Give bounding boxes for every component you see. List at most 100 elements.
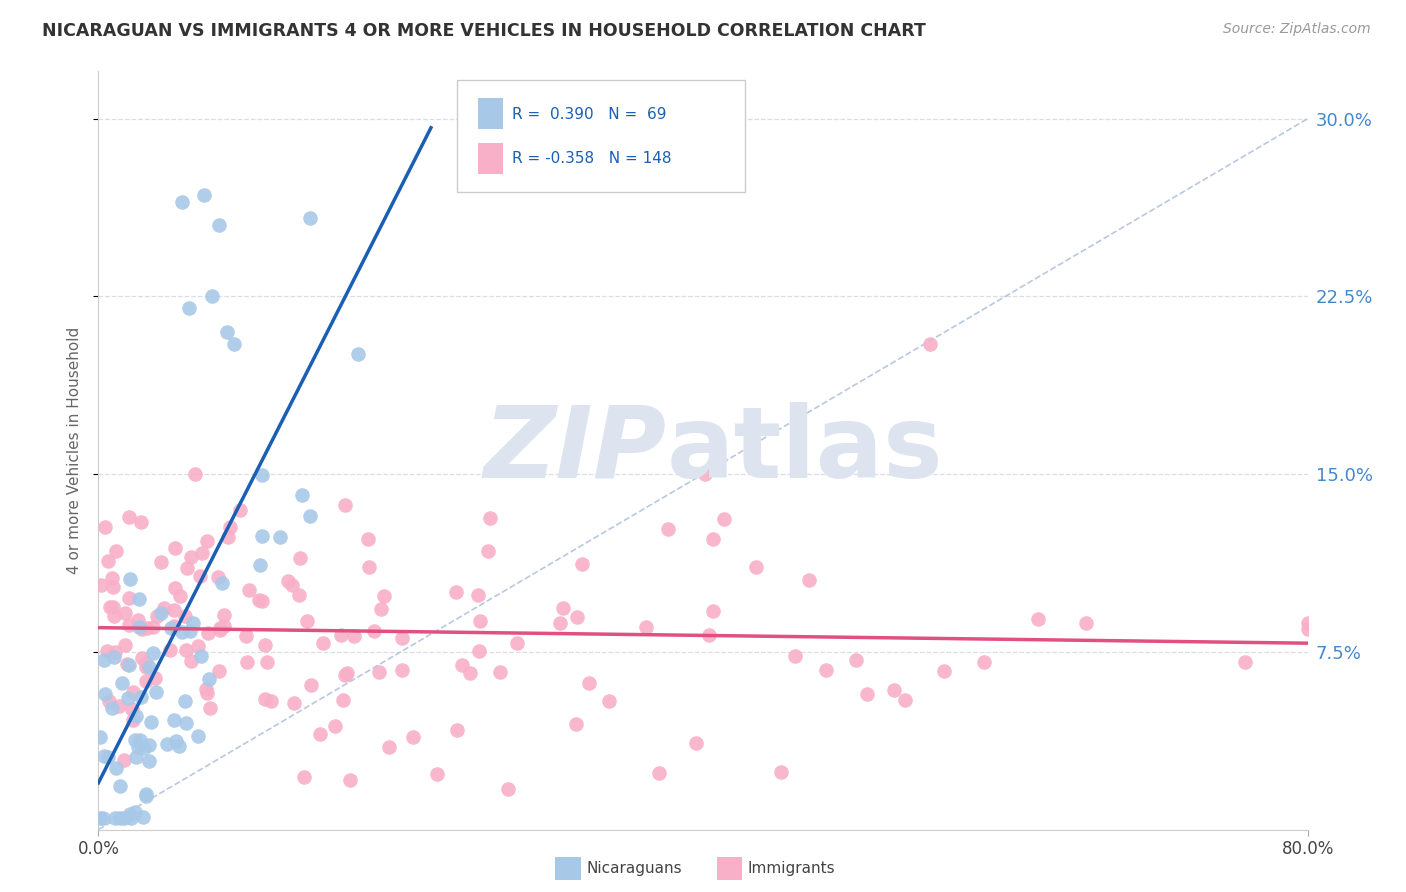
Point: [260, 694, 283, 708]
Point: [138, 660, 160, 674]
Point: [250, 468, 273, 483]
Point: [357, 559, 380, 574]
Point: [209, 621, 232, 635]
Point: [188, 568, 211, 582]
Point: [426, 766, 449, 780]
Point: [783, 649, 806, 664]
Point: [107, 698, 129, 713]
Point: [191, 546, 214, 560]
Point: [571, 557, 593, 571]
Point: [744, 560, 766, 574]
Text: Immigrants: Immigrants: [748, 862, 835, 876]
Point: [104, 645, 127, 659]
Point: [254, 638, 277, 652]
Point: [391, 663, 413, 677]
Point: [212, 608, 235, 623]
Point: [195, 686, 218, 700]
Point: [934, 664, 956, 678]
Point: [101, 700, 124, 714]
Point: [699, 627, 721, 641]
Point: [101, 600, 124, 615]
Point: [256, 655, 278, 669]
Point: [169, 589, 191, 603]
Point: [150, 555, 173, 569]
Point: [444, 585, 467, 599]
Point: [129, 733, 152, 747]
Point: [814, 664, 837, 678]
Point: [159, 643, 181, 657]
Point: [97, 750, 120, 764]
Point: [235, 629, 257, 643]
Point: [125, 750, 148, 764]
Point: [173, 694, 195, 708]
Point: [120, 572, 142, 586]
Point: [291, 487, 314, 501]
Point: [195, 533, 218, 548]
Point: [287, 588, 309, 602]
Point: [180, 550, 202, 565]
Point: [269, 530, 291, 544]
Point: [145, 685, 167, 699]
Point: [391, 631, 413, 645]
Point: [312, 636, 335, 650]
Point: [190, 648, 212, 663]
Text: R = -0.358   N = 148: R = -0.358 N = 148: [512, 152, 671, 166]
Point: [247, 592, 270, 607]
Point: [165, 734, 187, 748]
Point: [162, 713, 184, 727]
Point: [163, 582, 186, 596]
Point: [634, 620, 657, 634]
Point: [121, 713, 143, 727]
Point: [93, 749, 115, 764]
Point: [181, 616, 204, 631]
Point: [335, 665, 357, 680]
Point: [207, 570, 229, 584]
Point: [249, 558, 271, 573]
Point: [89, 731, 111, 745]
Point: [702, 603, 724, 617]
Point: [363, 624, 385, 638]
Point: [138, 738, 160, 752]
Point: [215, 325, 238, 339]
Point: [299, 678, 322, 692]
Point: [110, 675, 132, 690]
Point: [94, 687, 117, 701]
Point: [131, 690, 153, 705]
Point: [238, 582, 260, 597]
Point: [163, 619, 186, 633]
Point: [129, 515, 152, 529]
Point: [198, 672, 221, 686]
Point: [883, 682, 905, 697]
Point: [339, 773, 361, 788]
Point: [295, 614, 318, 628]
Point: [100, 571, 122, 585]
Point: [127, 613, 149, 627]
Point: [108, 811, 131, 825]
Point: [98, 694, 121, 708]
Point: [201, 289, 224, 303]
Point: [333, 498, 356, 512]
Point: [173, 608, 195, 623]
Point: [90, 578, 112, 592]
Point: [446, 723, 468, 737]
Point: [94, 520, 117, 534]
Point: [309, 727, 332, 741]
Text: NICARAGUAN VS IMMIGRANTS 4 OR MORE VEHICLES IN HOUSEHOLD CORRELATION CHART: NICARAGUAN VS IMMIGRANTS 4 OR MORE VEHIC…: [42, 22, 927, 40]
Point: [101, 580, 124, 594]
Point: [214, 619, 236, 633]
Point: [120, 811, 142, 825]
Point: [117, 618, 139, 632]
Point: [128, 591, 150, 606]
Point: [131, 650, 153, 665]
Point: [117, 691, 139, 706]
Point: [118, 807, 141, 822]
Point: [648, 765, 671, 780]
Point: [330, 628, 353, 642]
Point: [187, 639, 209, 653]
Point: [118, 509, 141, 524]
Point: [97, 554, 120, 568]
Point: [122, 684, 145, 698]
Point: [160, 621, 183, 635]
Point: [134, 741, 156, 756]
Point: [174, 715, 197, 730]
